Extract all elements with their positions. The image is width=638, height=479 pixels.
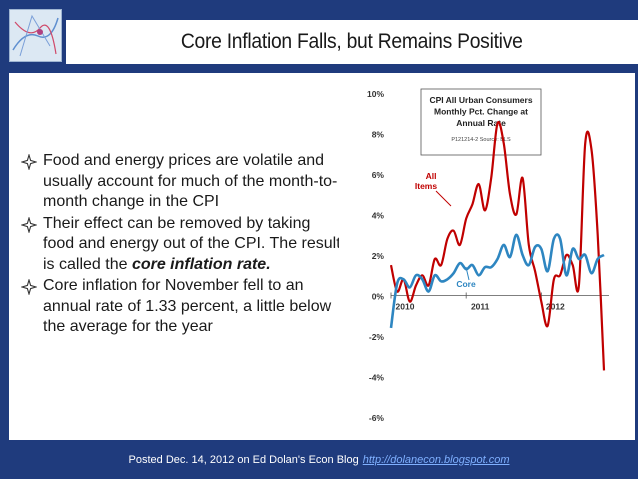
bullet-text: Core inflation for November fell to an a… [43, 277, 332, 335]
x-tick-label: 2012 [546, 302, 565, 312]
bullet-item: Core inflation for November fell to an a… [21, 276, 341, 338]
four-pointed-star-icon [21, 216, 37, 233]
four-pointed-star-icon [21, 154, 37, 170]
series-line-all-items [389, 121, 606, 371]
cpi-chart-svg: 10% 8% 6% 4% 2% 0% -2% -4% -6% 2010 2011 2012 CPI Al… [339, 79, 625, 437]
y-tick-label: -6% [369, 413, 385, 423]
y-tick-label: 4% [372, 211, 385, 221]
slide-title-bar: Core Inflation Falls, but Remains Positi… [66, 20, 638, 64]
y-tick-label: -4% [369, 373, 385, 383]
bullet-text: Food and energy prices are volatile and … [43, 152, 338, 210]
y-tick-label: -2% [369, 332, 385, 342]
series-label-all-items: All [426, 171, 437, 181]
core-inflation-emphasis: core inflation rate. [131, 255, 271, 273]
y-tick-label: 10% [367, 89, 384, 99]
series-label-all-items: Items [415, 181, 437, 191]
bullet-list: Food and energy prices are volatile and … [21, 151, 341, 339]
slide-title: Core Inflation Falls, but Remains Positi… [181, 30, 523, 53]
slide-content: Food and energy prices are volatile and … [9, 73, 635, 440]
series-label-core: Core [456, 279, 476, 289]
chart-title-line: CPI All Urban Consumers [429, 95, 532, 105]
footer-text: Posted Dec. 14, 2012 on Ed Dolan's Econ … [128, 453, 359, 466]
series-pointer-all-items [435, 190, 452, 207]
chart-source: P121214-2 Source: BLS [451, 137, 511, 143]
bullet-item: Their effect can be removed by taking fo… [21, 214, 341, 276]
x-tick-label: 2011 [471, 302, 490, 312]
four-pointed-star-icon [21, 279, 37, 295]
series-pointer-core [465, 266, 470, 281]
series-line-core [389, 233, 605, 329]
y-tick-label: 2% [372, 251, 385, 261]
slide-footer: Posted Dec. 14, 2012 on Ed Dolan's Econ … [0, 440, 638, 479]
bullet-text: Their effect can be removed by taking fo… [43, 214, 341, 273]
blog-logo-icon [9, 9, 62, 62]
blog-link[interactable]: http://dolanecon.blogspot.com [362, 453, 510, 466]
y-tick-label: 8% [372, 130, 385, 140]
bullet-item: Food and energy prices are volatile and … [21, 151, 341, 213]
chart-title-line: Annual Rate [456, 118, 506, 128]
cpi-chart: 10% 8% 6% 4% 2% 0% -2% -4% -6% 2010 2011 2012 CPI Al… [339, 79, 625, 437]
chart-title-line: Monthly Pct. Change at [434, 107, 528, 117]
x-tick-label: 2010 [396, 302, 415, 312]
y-tick-label: 0% [372, 292, 385, 302]
y-tick-label: 6% [372, 170, 385, 180]
chart-title-box [420, 88, 542, 156]
